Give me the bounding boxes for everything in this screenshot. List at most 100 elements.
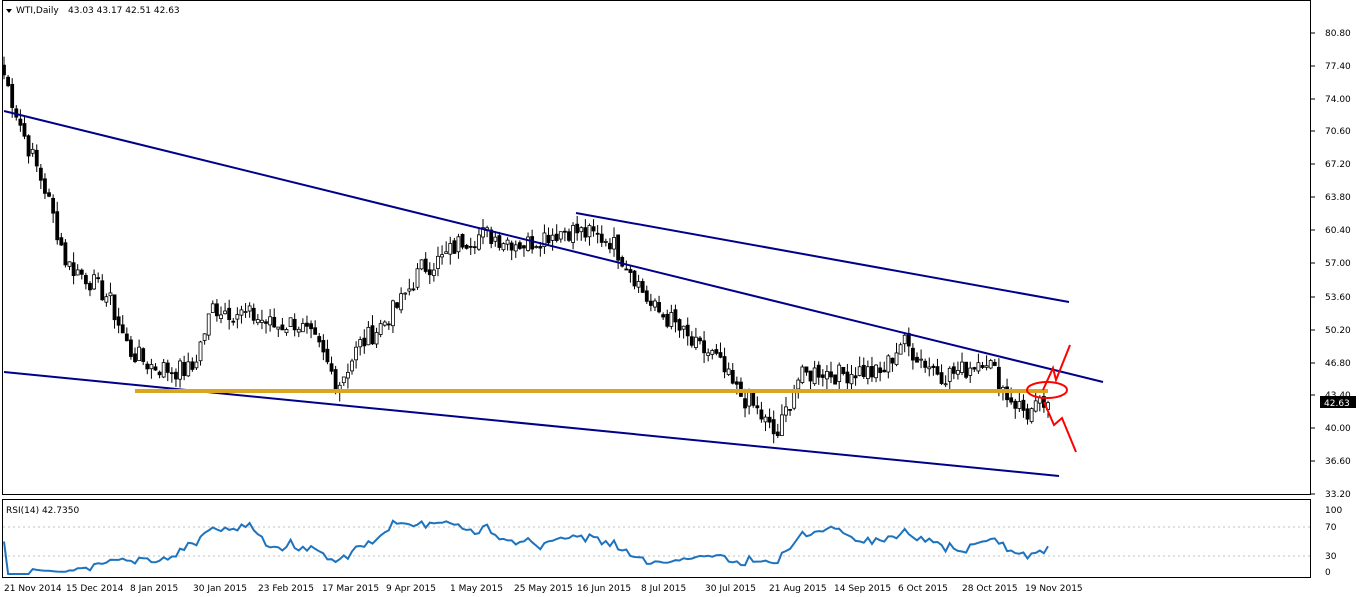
candle-body (407, 288, 412, 292)
candle-body (214, 303, 219, 317)
date-tick: 23 Feb 2015 (258, 584, 314, 594)
candle-body (960, 361, 964, 373)
candle-body (481, 227, 485, 238)
candle-body (562, 230, 567, 233)
candle-body (534, 246, 539, 248)
candle-body (579, 227, 584, 233)
triangle-down-icon[interactable] (6, 9, 12, 13)
candle-body (1021, 399, 1026, 411)
candle-body (861, 364, 866, 377)
candle-body (657, 302, 661, 313)
candle-body (239, 309, 244, 316)
candle-body (411, 288, 416, 291)
candle-body (59, 237, 64, 246)
rsi-tick: 0 (1325, 568, 1331, 578)
candle-body (370, 325, 375, 345)
candle-body (382, 321, 387, 326)
candle-body (624, 268, 629, 271)
price-tick: 63.80 (1325, 193, 1351, 203)
candle-body (988, 360, 993, 369)
price-axis: 80.80 77.40 74.00 70.60 67.20 63.80 60.4… (1325, 29, 1351, 500)
candle-body (174, 371, 178, 380)
candle-body (800, 366, 805, 383)
price-tick: 46.80 (1325, 359, 1351, 369)
candle-body (837, 364, 842, 382)
candle-body (1017, 401, 1022, 409)
candle-body (718, 352, 723, 358)
annotation-arrow-up (1042, 344, 1071, 391)
candle-body (808, 370, 813, 382)
candle-body (460, 233, 465, 248)
candle-body (571, 224, 575, 243)
candle-body (653, 300, 657, 308)
lower-channel-trendline (3, 371, 1060, 477)
candle-body (83, 275, 88, 285)
candle-body (910, 347, 915, 361)
candle-body (403, 292, 408, 295)
annotation-arrow-down (1043, 401, 1077, 453)
candle-body (350, 360, 354, 372)
candle-body (554, 233, 559, 241)
candle-body (775, 431, 780, 437)
date-tick: 16 Jun 2015 (577, 584, 631, 594)
candle-body (882, 369, 887, 373)
candle-body (943, 383, 948, 386)
candle-body (493, 236, 498, 242)
candle-body (616, 234, 621, 261)
candle-body (992, 361, 997, 366)
candle-body (182, 361, 187, 377)
candle-body (825, 371, 829, 380)
candle-body (984, 365, 989, 368)
candle-body (964, 361, 969, 378)
candle-body (878, 367, 883, 373)
candle-body (784, 406, 788, 416)
candle-body (247, 305, 252, 312)
candle-body (673, 309, 678, 323)
candle-body (747, 392, 752, 407)
candle-body (145, 363, 150, 370)
date-tick: 28 Oct 2015 (962, 584, 1018, 594)
date-tick: 21 Aug 2015 (769, 584, 827, 594)
candle-body (612, 237, 616, 250)
candle-body (194, 361, 199, 369)
candle-body (165, 362, 170, 373)
candle-body (362, 337, 367, 347)
candle-body (829, 371, 833, 378)
candle-body (157, 371, 162, 376)
candle-body (513, 244, 518, 252)
candle-body (67, 261, 72, 267)
candle-body (849, 373, 854, 385)
candle-body (415, 268, 420, 288)
candle-body (665, 313, 670, 327)
candle-body (894, 352, 899, 366)
candle-body (640, 281, 645, 293)
candle-body (702, 340, 706, 354)
date-tick: 30 Jul 2015 (705, 584, 756, 594)
candle-body (284, 329, 289, 334)
candle-body (501, 243, 506, 251)
candle-body (264, 321, 268, 324)
candle-body (313, 327, 318, 335)
candle-body (88, 282, 92, 291)
candle-body (440, 254, 444, 258)
candle-body (333, 369, 338, 391)
candle-body (427, 269, 432, 276)
date-tick: 14 Sep 2015 (834, 584, 891, 594)
candle-body (489, 229, 494, 245)
candle-body (321, 340, 326, 353)
candle-body (939, 372, 944, 384)
candle-body (161, 362, 166, 378)
candle-body (108, 292, 113, 297)
candle-body (477, 234, 481, 250)
candle-body (927, 366, 932, 370)
candle-body (116, 316, 121, 326)
candle-body (980, 365, 985, 368)
candle-body (280, 324, 285, 331)
candle-body (341, 376, 346, 384)
candle-body (137, 346, 142, 362)
candle-body (124, 333, 129, 342)
date-axis: 21 Nov 2014 15 Dec 2014 8 Jan 2015 30 Ja… (4, 584, 1083, 594)
candle-body (272, 316, 277, 328)
price-tick: 60.40 (1325, 226, 1351, 236)
